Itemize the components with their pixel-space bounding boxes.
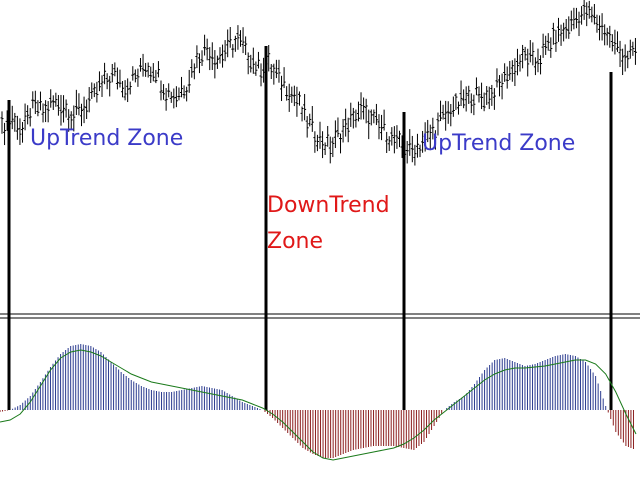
zone-label-uptrend-1: UpTrend Zone — [30, 126, 183, 151]
zone-boundary-lines — [7, 46, 613, 410]
zone-label-downtrend: DownTrend — [267, 193, 390, 218]
zone-label-uptrend-2: UpTrend Zone — [422, 131, 575, 156]
oscillator-histogram — [0, 344, 634, 458]
price-bars — [0, 0, 637, 166]
oscillator-signal-line — [0, 349, 637, 461]
zone-label-downtrend-line2: Zone — [267, 229, 323, 254]
panel-divider — [0, 313, 640, 319]
